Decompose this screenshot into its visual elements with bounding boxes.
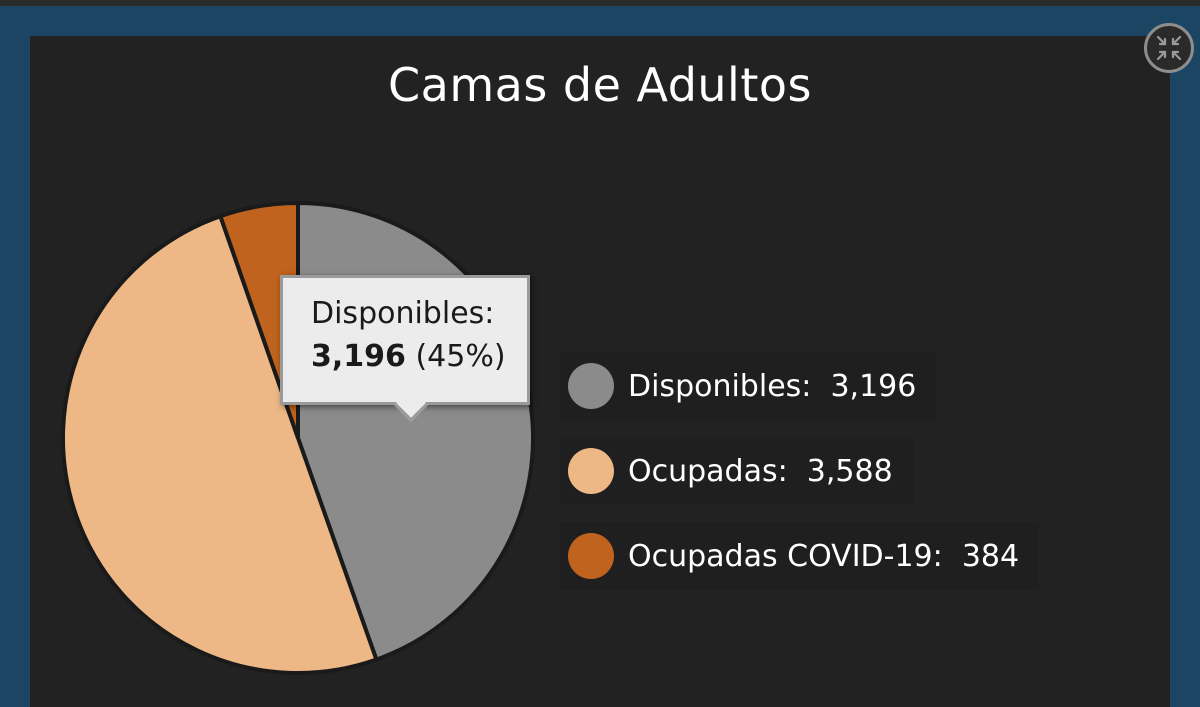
legend-label: Disponibles: 3,196 bbox=[628, 368, 917, 404]
legend-item-disponibles[interactable]: Disponibles: 3,196 bbox=[560, 352, 937, 420]
pie-slice-ocupadas[interactable] bbox=[61, 214, 379, 675]
chart-title: Camas de Adultos bbox=[388, 58, 812, 112]
legend-item-ocupadas[interactable]: Ocupadas: 3,588 bbox=[560, 437, 913, 505]
tooltip: Disponibles: 3,196 (45%) bbox=[280, 275, 530, 422]
legend-label: Ocupadas COVID-19: 384 bbox=[628, 538, 1020, 574]
pie-slice-ocupadas-covid[interactable] bbox=[218, 201, 300, 440]
tooltip-value: 3,196 (45%) bbox=[311, 334, 527, 380]
collapse-arrows-icon bbox=[1156, 35, 1182, 61]
collapse-button[interactable] bbox=[1144, 23, 1194, 73]
tooltip-percent: (45%) bbox=[415, 339, 506, 374]
legend-swatch bbox=[568, 448, 614, 494]
top-bar bbox=[0, 0, 1200, 6]
legend-item-ocupadas-covid[interactable]: Ocupadas COVID-19: 384 bbox=[560, 522, 1040, 590]
legend-swatch bbox=[568, 533, 614, 579]
tooltip-count: 3,196 bbox=[311, 339, 406, 374]
legend-swatch bbox=[568, 363, 614, 409]
tooltip-label: Disponibles: bbox=[311, 296, 495, 331]
legend-label: Ocupadas: 3,588 bbox=[628, 453, 893, 489]
